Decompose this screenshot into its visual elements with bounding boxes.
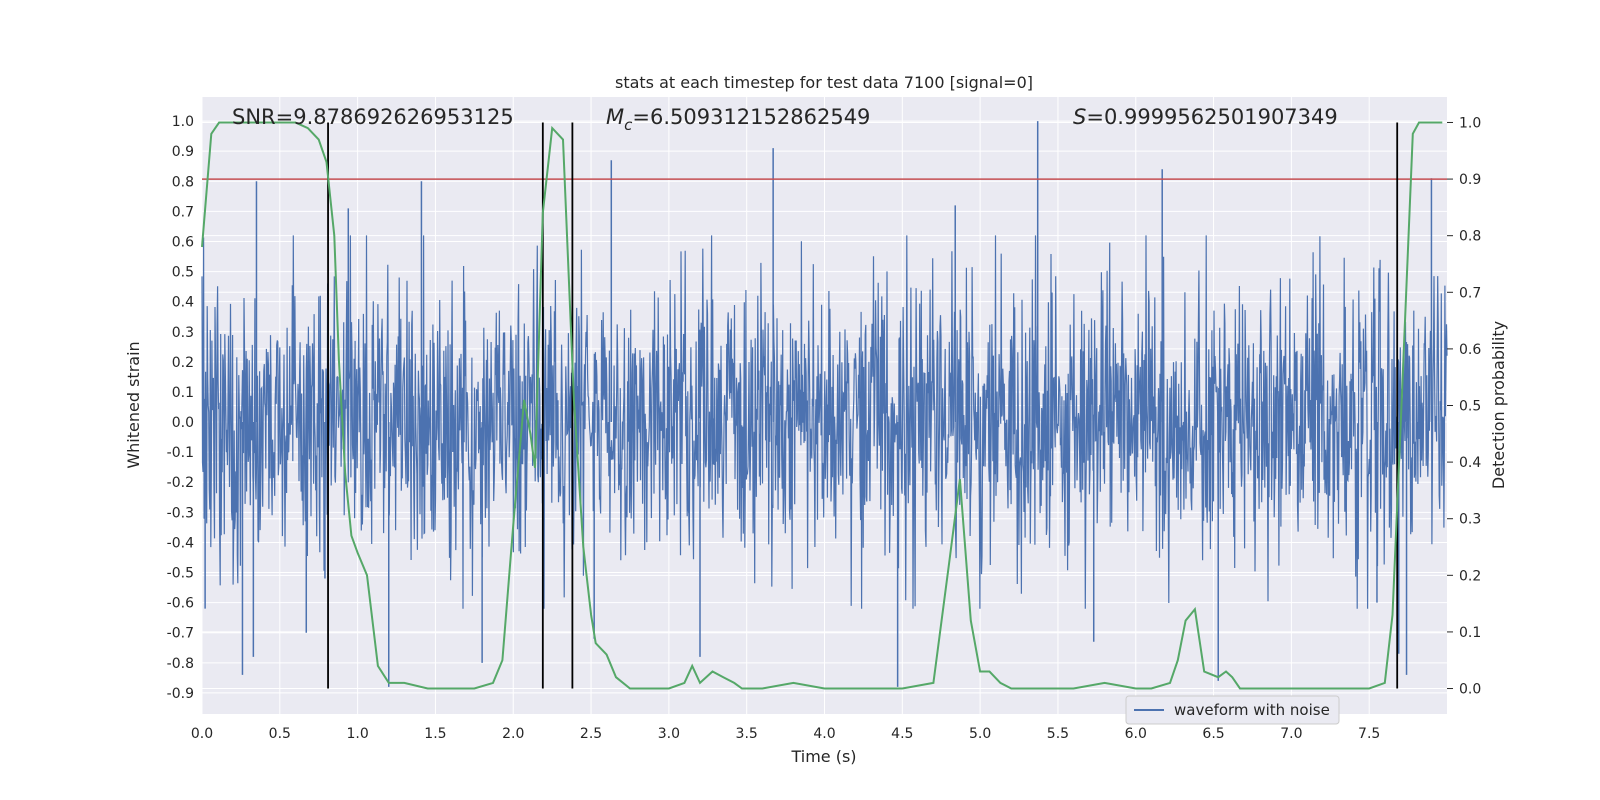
y-left-tick-label: -0.6: [167, 596, 194, 612]
y-axis-left-label: Whitened strain: [124, 341, 143, 468]
y-left-tick-label: 0.8: [172, 174, 194, 190]
chirp-mass-annotation: Mc=6.509312152862549: [606, 105, 870, 134]
y-right-tick-label: 1.0: [1459, 115, 1481, 131]
y-right-tick-label: 0.1: [1459, 625, 1481, 641]
x-tick-label: 1.5: [424, 726, 446, 742]
x-tick-label: 0.0: [191, 726, 213, 742]
x-tick-label: 7.5: [1358, 726, 1380, 742]
legend: waveform with noise: [1125, 695, 1340, 725]
x-tick-label: 3.0: [658, 726, 680, 742]
legend-box: [1125, 695, 1340, 725]
y-right-tick-label: 0.9: [1459, 172, 1481, 188]
x-tick-label: 5.0: [969, 726, 991, 742]
x-tick-label: 2.0: [502, 726, 524, 742]
x-tick-label: 6.0: [1125, 726, 1147, 742]
x-tick-label: 4.5: [891, 726, 913, 742]
y-left-tick-label: -0.7: [167, 626, 194, 642]
x-tick-label: 2.5: [580, 726, 602, 742]
detection-probability-line: [201, 121, 1443, 690]
y-left-tick-label: 0.9: [172, 144, 194, 160]
y-right-tick-label: 0.0: [1459, 682, 1481, 698]
legend-label-waveform: waveform with noise: [1174, 701, 1330, 719]
x-tick-label: 3.5: [736, 726, 758, 742]
y-axis-right-ticks: 1.0 0.9 0.8 0.7 0.6 0.5 0.4 0.3 0.2 0.1 0.0: [1447, 115, 1481, 698]
y-axis-right-label: Detection probability: [1489, 321, 1508, 489]
x-tick-label: 4.0: [813, 726, 835, 742]
s-value: =0.9999562501907349: [1086, 105, 1337, 129]
waveform-trace: [201, 235, 1448, 609]
y-left-tick-label: 0.1: [172, 385, 194, 401]
y-axis-left-ticks: 1.0 0.9 0.8 0.7 0.6 0.5 0.4 0.3 0.2 0.1 0.0 -0.1 -0.…: [167, 114, 194, 702]
y-right-tick-label: 0.6: [1459, 342, 1481, 358]
y-left-tick-label: -0.9: [167, 686, 194, 702]
y-left-tick-label: 0.5: [172, 265, 194, 281]
y-left-tick-label: -0.3: [167, 505, 194, 521]
y-right-tick-label: 0.4: [1459, 455, 1481, 471]
detection-probability-series: [201, 121, 1443, 690]
y-right-tick-label: 0.8: [1459, 229, 1481, 245]
y-left-tick-label: 0.2: [172, 355, 194, 371]
y-left-tick-label: 0.6: [172, 234, 194, 250]
y-right-tick-label: 0.7: [1459, 285, 1481, 301]
statistic-annotation: S=0.9999562501907349: [1073, 105, 1338, 129]
x-axis-ticks: 0.0 0.5 1.0 1.5 2.0 2.5 3.0 3.5 4.0 4.5 5.0 5.5 6.0 6…: [191, 726, 1380, 742]
x-axis-label: Time (s): [790, 747, 856, 766]
y-right-tick-label: 0.3: [1459, 512, 1481, 528]
y-left-tick-label: -0.5: [167, 566, 194, 582]
y-left-tick-label: -0.1: [167, 445, 194, 461]
s-symbol: S: [1073, 105, 1086, 129]
y-left-tick-label: 0.7: [172, 204, 194, 220]
x-tick-label: 0.5: [269, 726, 291, 742]
chart-title: stats at each timestep for test data 710…: [615, 73, 1033, 92]
y-left-tick-label: 0.0: [172, 415, 194, 431]
mc-subscript: c: [624, 116, 633, 134]
y-left-tick-label: -0.2: [167, 475, 194, 491]
x-tick-label: 5.5: [1047, 726, 1069, 742]
y-right-tick-label: 0.2: [1459, 568, 1481, 584]
y-left-tick-label: 1.0: [172, 114, 194, 130]
y-left-tick-label: 0.4: [172, 295, 194, 311]
y-left-tick-label: -0.4: [167, 535, 194, 551]
y-left-tick-label: 0.3: [172, 325, 194, 341]
mc-symbol: M: [606, 105, 624, 129]
mc-value: =6.509312152862549: [632, 105, 870, 129]
snr-annotation: SNR=9.878692626953125: [232, 105, 514, 129]
y-left-tick-label: -0.8: [167, 656, 194, 672]
x-tick-label: 6.5: [1202, 726, 1224, 742]
y-right-tick-label: 0.5: [1459, 399, 1481, 415]
x-tick-label: 1.0: [346, 726, 368, 742]
x-tick-label: 7.0: [1280, 726, 1302, 742]
